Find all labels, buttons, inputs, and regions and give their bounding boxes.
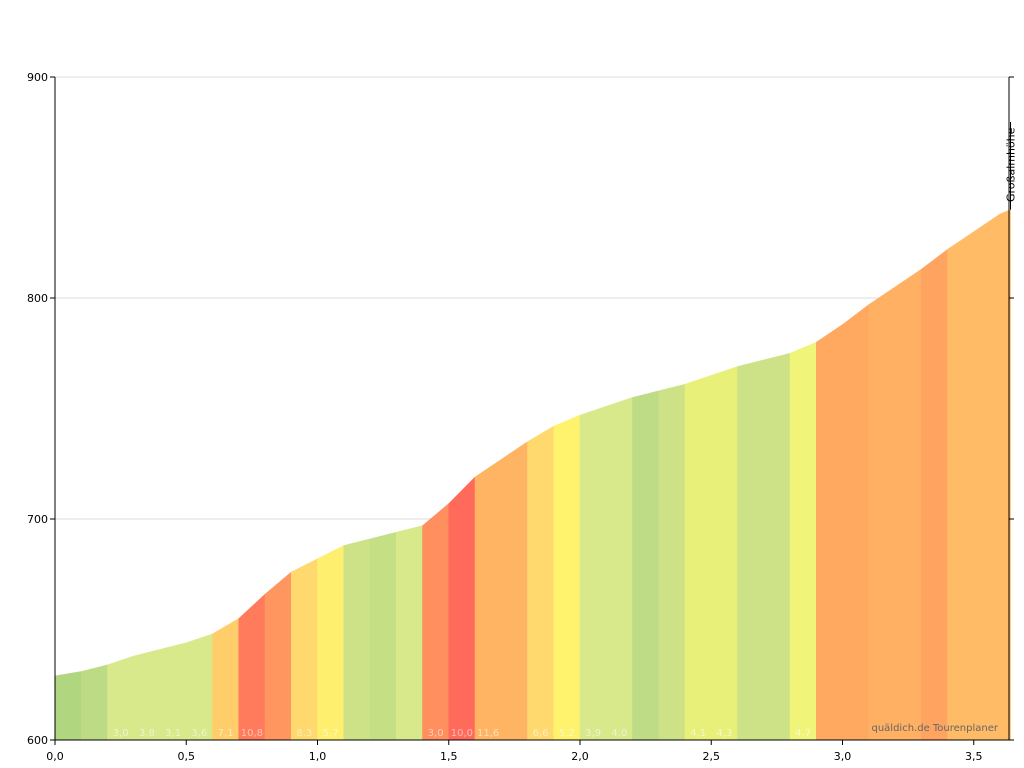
grade-label: 3,0	[113, 728, 129, 739]
grade-segment	[553, 414, 581, 741]
grade-segment	[816, 324, 843, 741]
annotation-label: Großalmhöhe	[1005, 127, 1018, 202]
grade-segment	[264, 571, 292, 741]
grade-label: 3,8	[139, 728, 155, 739]
grade-label: 4,0	[611, 728, 627, 739]
grade-segment	[684, 375, 712, 741]
grade-label: 10,0	[451, 728, 473, 739]
grade-labels: 3,0 3,8 3,1 3,6 7,1 10,8 8,3 5,7 3,0 10,0 11,6 6,6 5…	[113, 728, 811, 739]
grade-label: 4,7	[795, 728, 811, 739]
grade-segment	[343, 538, 371, 741]
grade-segment	[317, 545, 344, 741]
grade-label: 4,1	[690, 728, 706, 739]
grade-segment	[186, 633, 213, 741]
axes	[54, 77, 1014, 741]
grade-segment	[448, 476, 476, 741]
grade-segment	[291, 558, 318, 741]
grade-segment	[212, 618, 239, 741]
grade-segment	[133, 649, 161, 741]
grade-segment	[579, 405, 607, 741]
grade-label: 4,3	[716, 728, 732, 739]
grade-segment	[606, 397, 633, 741]
grade-segment	[868, 286, 896, 741]
grade-segment	[842, 304, 869, 741]
grade-segment	[973, 213, 1001, 741]
grade-segment	[396, 525, 423, 741]
grade-segment	[632, 390, 659, 741]
grade-segment	[238, 593, 266, 741]
grade-label: 5,7	[323, 728, 339, 739]
grade-segment	[369, 531, 397, 741]
grade-segment	[789, 341, 817, 741]
grade-segment	[527, 425, 554, 741]
grade-label: 3,6	[191, 728, 207, 739]
grade-label: 6,6	[533, 728, 549, 739]
summit-annotations: Großalmhöhe	[1005, 122, 1018, 210]
grade-segment	[54, 671, 82, 741]
grade-label: 11,6	[477, 728, 499, 739]
grade-segment	[737, 359, 764, 741]
y-axis-ticks: 600 700 800 900	[27, 71, 1014, 747]
x-tick-label: 1,0	[309, 750, 327, 763]
grade-segment	[658, 383, 686, 741]
y-tick-label: 900	[27, 71, 48, 84]
grade-segment	[159, 642, 187, 741]
credit-text: quäldich.de Tourenplaner	[871, 723, 998, 734]
grade-segment	[921, 248, 948, 741]
y-tick-label: 700	[27, 513, 48, 526]
x-axis-ticks: 0,0 0,5 1,0 1,5 2,0 2,5 3,0 3,5	[46, 740, 983, 763]
grade-label: 5,2	[559, 728, 575, 739]
grade-label: 3,0	[428, 728, 444, 739]
grade-segment	[81, 664, 108, 741]
x-tick-label: 3,5	[965, 750, 983, 763]
grade-segment	[711, 366, 738, 741]
grade-segments	[54, 209, 1011, 741]
grade-segment	[894, 268, 922, 741]
grade-label: 10,8	[241, 728, 263, 739]
x-tick-label: 2,5	[703, 750, 721, 763]
grade-label: 7,1	[218, 728, 234, 739]
x-tick-label: 3,0	[834, 750, 852, 763]
x-tick-label: 1,5	[440, 750, 458, 763]
x-tick-label: 0,0	[46, 750, 64, 763]
x-tick-label: 0,5	[178, 750, 196, 763]
y-tick-label: 600	[27, 734, 48, 747]
grade-segment	[422, 502, 449, 741]
grade-label: 8,3	[296, 728, 312, 739]
grade-label: 3,1	[165, 728, 181, 739]
grade-segment	[474, 458, 502, 741]
grade-label: 3,9	[585, 728, 601, 739]
grade-segment	[763, 352, 791, 741]
grade-segment	[947, 231, 974, 741]
grade-segment	[501, 441, 528, 741]
y-tick-label: 800	[27, 292, 48, 305]
x-tick-label: 2,0	[571, 750, 589, 763]
